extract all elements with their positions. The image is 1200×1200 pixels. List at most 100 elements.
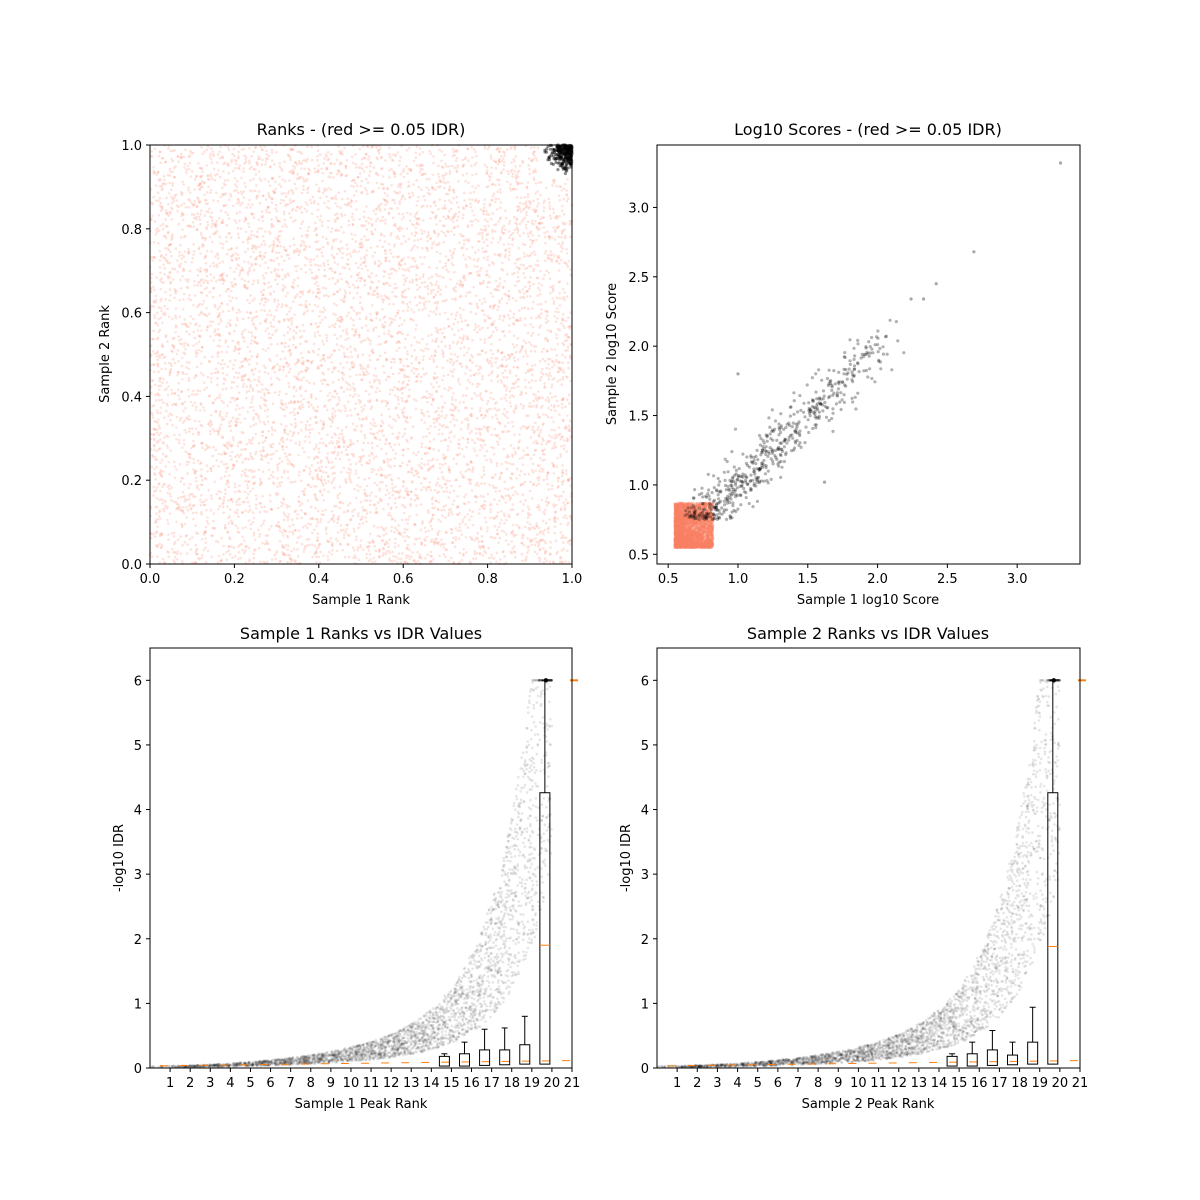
- rank-point-fail: [232, 270, 236, 274]
- rank-point-fail: [432, 230, 436, 234]
- rank-point-fail: [238, 484, 241, 488]
- rank-point-fail: [511, 172, 514, 175]
- rank-point-fail: [260, 227, 264, 230]
- rank-point-fail: [214, 410, 218, 414]
- rank-point-fail: [462, 191, 466, 195]
- rank-point-fail: [225, 373, 229, 377]
- rank-point-fail: [301, 239, 304, 243]
- rank-point-fail: [237, 308, 241, 312]
- rank-point-fail: [159, 469, 163, 472]
- rank-point-fail: [331, 420, 334, 424]
- rank-point-fail: [358, 485, 362, 489]
- rank-point-fail: [384, 442, 387, 446]
- rank-point-fail: [235, 160, 238, 163]
- rank-point-fail: [461, 283, 465, 287]
- rank-point-fail: [428, 431, 431, 435]
- rank-point-fail: [432, 295, 436, 299]
- rank-point-fail: [534, 210, 537, 213]
- rank-point-fail: [466, 441, 470, 444]
- rank-point-fail: [464, 536, 468, 539]
- rank-point-fail: [357, 398, 361, 402]
- rank-point-fail: [376, 386, 379, 390]
- rank-point-fail: [460, 247, 463, 250]
- rank-point-fail: [298, 303, 301, 307]
- rank-point-fail: [377, 187, 381, 190]
- rank-point-fail: [408, 548, 411, 552]
- rank-point-fail: [257, 227, 261, 230]
- rank-point-fail: [438, 198, 442, 201]
- rank-point-fail: [296, 150, 300, 153]
- rank-point-fail: [216, 396, 219, 400]
- rank-point-fail: [427, 177, 431, 181]
- rank-point-fail: [290, 320, 294, 323]
- rank-point-fail: [561, 353, 564, 357]
- rank-point-fail: [180, 356, 184, 360]
- rank-point-fail: [376, 311, 380, 315]
- rank-point-fail: [413, 234, 417, 237]
- rank-point-fail: [414, 358, 418, 361]
- rank-point-fail: [451, 164, 454, 168]
- rank-point-fail: [170, 349, 173, 353]
- rank-point-fail: [214, 448, 218, 452]
- rank-point-fail: [483, 198, 487, 201]
- rank-point-fail: [510, 386, 514, 390]
- rank-point-fail: [401, 300, 404, 304]
- rank-point-fail: [487, 546, 491, 550]
- rank-point-fail: [203, 409, 206, 412]
- rank-point-fail: [532, 171, 535, 174]
- rank-point-fail: [300, 167, 303, 170]
- rank-point-fail: [481, 326, 484, 330]
- rank-point-fail: [372, 556, 376, 560]
- rank-point-fail: [402, 485, 405, 488]
- rank-point-fail: [402, 411, 405, 414]
- rank-point-fail: [428, 150, 432, 153]
- rank-point-fail: [543, 382, 546, 385]
- rank-point-fail: [545, 366, 548, 370]
- rank-point-fail: [295, 541, 299, 544]
- rank-point-fail: [281, 448, 285, 451]
- rank-point-fail: [524, 425, 527, 429]
- rank-point-fail: [198, 218, 202, 221]
- rank-point-fail: [194, 349, 198, 353]
- rank-point-fail: [331, 412, 334, 416]
- rank-point-fail: [324, 508, 327, 512]
- rank-point-fail: [367, 174, 371, 177]
- rank-point-fail: [285, 225, 288, 229]
- rank-point-fail: [216, 153, 220, 156]
- rank-point-fail: [361, 370, 365, 374]
- rank-point-fail: [327, 295, 331, 298]
- rank-point-fail: [495, 223, 498, 226]
- rank-point-fail: [535, 484, 538, 487]
- rank-point-fail: [455, 506, 459, 509]
- rank-point-fail: [342, 231, 345, 234]
- rank-point-fail: [560, 383, 563, 386]
- rank-point-fail: [518, 526, 521, 530]
- rank-point-fail: [309, 361, 313, 364]
- rank-point-fail: [214, 398, 217, 401]
- rank-point-fail: [509, 147, 512, 151]
- rank-point-fail: [334, 414, 337, 418]
- rank-point-fail: [347, 337, 350, 340]
- rank-point-fail: [263, 542, 267, 546]
- rank-point-fail: [215, 263, 219, 267]
- rank-point-fail: [254, 422, 258, 426]
- rank-point-fail: [425, 372, 428, 376]
- rank-point-fail: [353, 286, 357, 289]
- rank-point-fail: [325, 206, 329, 209]
- rank-point-fail: [438, 554, 441, 558]
- rank-point-fail: [532, 146, 536, 149]
- rank-point-fail: [398, 159, 402, 163]
- rank-point-fail: [450, 402, 454, 406]
- rank-point-fail: [374, 511, 378, 515]
- rank-point-fail: [430, 354, 433, 358]
- rank-point-fail: [437, 406, 440, 410]
- rank-point-fail: [385, 550, 389, 553]
- rank-point-fail: [286, 548, 290, 552]
- rank-point-fail: [202, 244, 205, 247]
- rank-point-fail: [267, 429, 271, 433]
- rank-point-fail: [342, 346, 345, 349]
- rank-point-fail: [484, 227, 488, 231]
- rank-point-fail: [213, 480, 216, 484]
- rank-point-fail: [375, 274, 378, 277]
- rank-point-fail: [398, 330, 401, 334]
